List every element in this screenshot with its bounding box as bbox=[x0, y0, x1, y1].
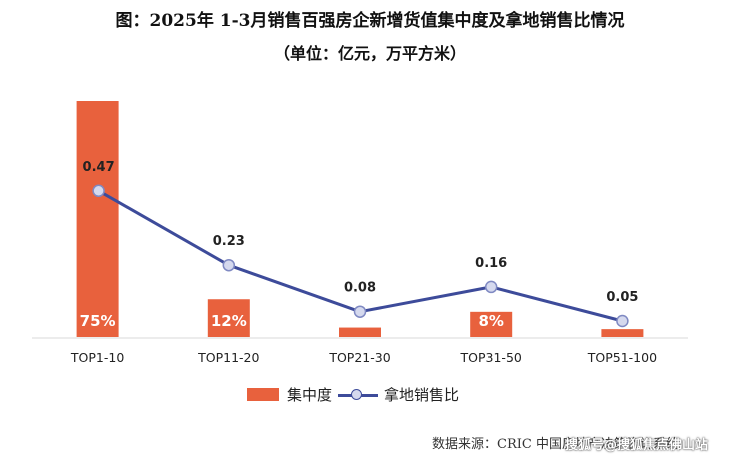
line-marker bbox=[353, 305, 367, 318]
bar-top21-30 bbox=[339, 327, 381, 337]
line-label: 0.05 bbox=[606, 290, 638, 305]
chart-plot: 75% TOP1-10 12% TOP11-20 TOP21-30 8% TOP31-50 T… bbox=[32, 101, 688, 365]
line-label: 0.23 bbox=[213, 234, 245, 249]
bar-label: 8% bbox=[478, 312, 503, 330]
line-label: 0.16 bbox=[475, 256, 507, 271]
data-source: 数据来源：CRIC 中国房地产决策咨询系统 bbox=[432, 437, 679, 452]
chart-subtitle: （单位：亿元，万平方米） bbox=[273, 44, 466, 63]
watermark: 搜狐号@搜狐焦点佛山站 bbox=[565, 438, 709, 453]
x-tick-label: TOP21-30 bbox=[328, 350, 390, 365]
legend: 集中度 拿地销售比 bbox=[247, 384, 459, 405]
bar-label: 75% bbox=[80, 312, 116, 330]
bar-label: 12% bbox=[211, 312, 247, 330]
legend-label-line: 拿地销售比 bbox=[384, 386, 460, 404]
bar-top1-10 bbox=[76, 101, 119, 337]
line-marker bbox=[616, 314, 629, 328]
line-label: 0.47 bbox=[83, 160, 115, 175]
legend-label-bar: 集中度 bbox=[287, 386, 333, 404]
x-tick-label: TOP1-10 bbox=[70, 350, 124, 365]
x-tick-label: TOP31-50 bbox=[460, 350, 522, 365]
chart-title: 图：2025年 1-3月销售百强房企新增货值集中度及拿地销售比情况 bbox=[115, 11, 625, 31]
legend-line-swatch bbox=[338, 388, 379, 402]
line-marker bbox=[484, 280, 498, 294]
bar-top51-100 bbox=[601, 329, 644, 337]
x-tick-label: TOP51-100 bbox=[587, 350, 657, 365]
line-marker bbox=[92, 184, 105, 198]
line-marker bbox=[222, 258, 236, 272]
line-series bbox=[97, 189, 623, 323]
bar-top31-50 bbox=[470, 311, 513, 337]
x-tick-label: TOP11-20 bbox=[197, 350, 259, 365]
legend-bar-swatch bbox=[247, 388, 279, 401]
line-label: 0.08 bbox=[344, 281, 376, 296]
bar-top11-20 bbox=[207, 299, 250, 337]
